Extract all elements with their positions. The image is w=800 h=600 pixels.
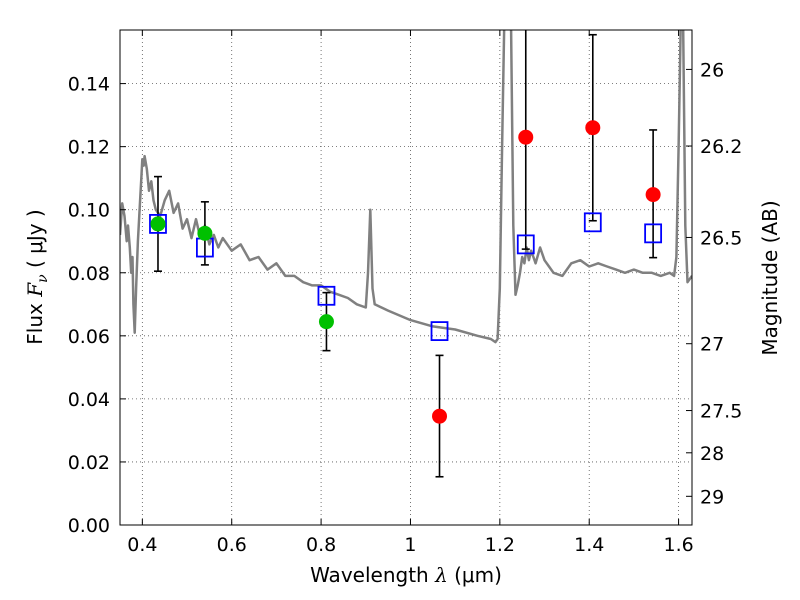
y-tick-label: 0.02 [68,452,110,474]
x-axis-label: Wavelength λ (μm) [310,563,502,587]
model-band-box [583,212,602,233]
x-tick-label: 1.2 [485,534,515,556]
plot-frame [119,29,693,526]
y-tick-label: 0.12 [68,137,110,159]
x-tick-label: 0.8 [306,534,336,556]
mag-tick-label: 26 [700,59,724,81]
y-tick-label: 0.04 [68,389,110,411]
mag-tick-label: 29 [700,486,724,508]
plot-series [120,30,692,478]
green-data-point [318,314,334,330]
green-data-point [197,225,213,241]
model-spectrum-line [120,30,692,344]
y-tick-label: 0.14 [68,74,110,96]
mag-tick-label: 26.5 [700,227,742,249]
model-band-box [430,321,449,341]
red-data-point [432,408,448,424]
y-axis-label: Flux Fν ( μJy ) [23,209,51,344]
mag-tick-label: 26.2 [700,136,742,158]
y-tick-label: 0.06 [68,326,110,348]
green-data-point [150,216,166,232]
x-tick-label: 0.4 [127,534,157,556]
x-tick-label: 1.6 [663,534,693,556]
x-tick-label: 1 [404,534,416,556]
red-data-point [645,187,661,203]
mag-tick-label: 27 [700,334,724,356]
red-data-point [518,129,534,145]
x-tick-label: 1.4 [574,534,604,556]
y2-axis-label: Magnitude (AB) [758,200,782,355]
y-tick-label: 0.10 [68,200,110,222]
y-tick-label: 0.00 [68,515,110,537]
red-data-point [585,120,601,136]
model-band-box [149,214,167,234]
model-band-box [644,223,663,244]
y-tick-label: 0.08 [68,263,110,285]
x-tick-label: 0.6 [217,534,247,556]
axis-ticks: 0.4 0.6 0.8 1 1.2 1.4 1.6 0.00 0.02 0.04 0.06 0.08 0… [68,30,742,556]
mag-tick-label: 27.5 [700,401,742,423]
model-band-box [317,285,336,306]
model-band-box [516,234,535,255]
mag-tick-label: 28 [700,443,724,465]
